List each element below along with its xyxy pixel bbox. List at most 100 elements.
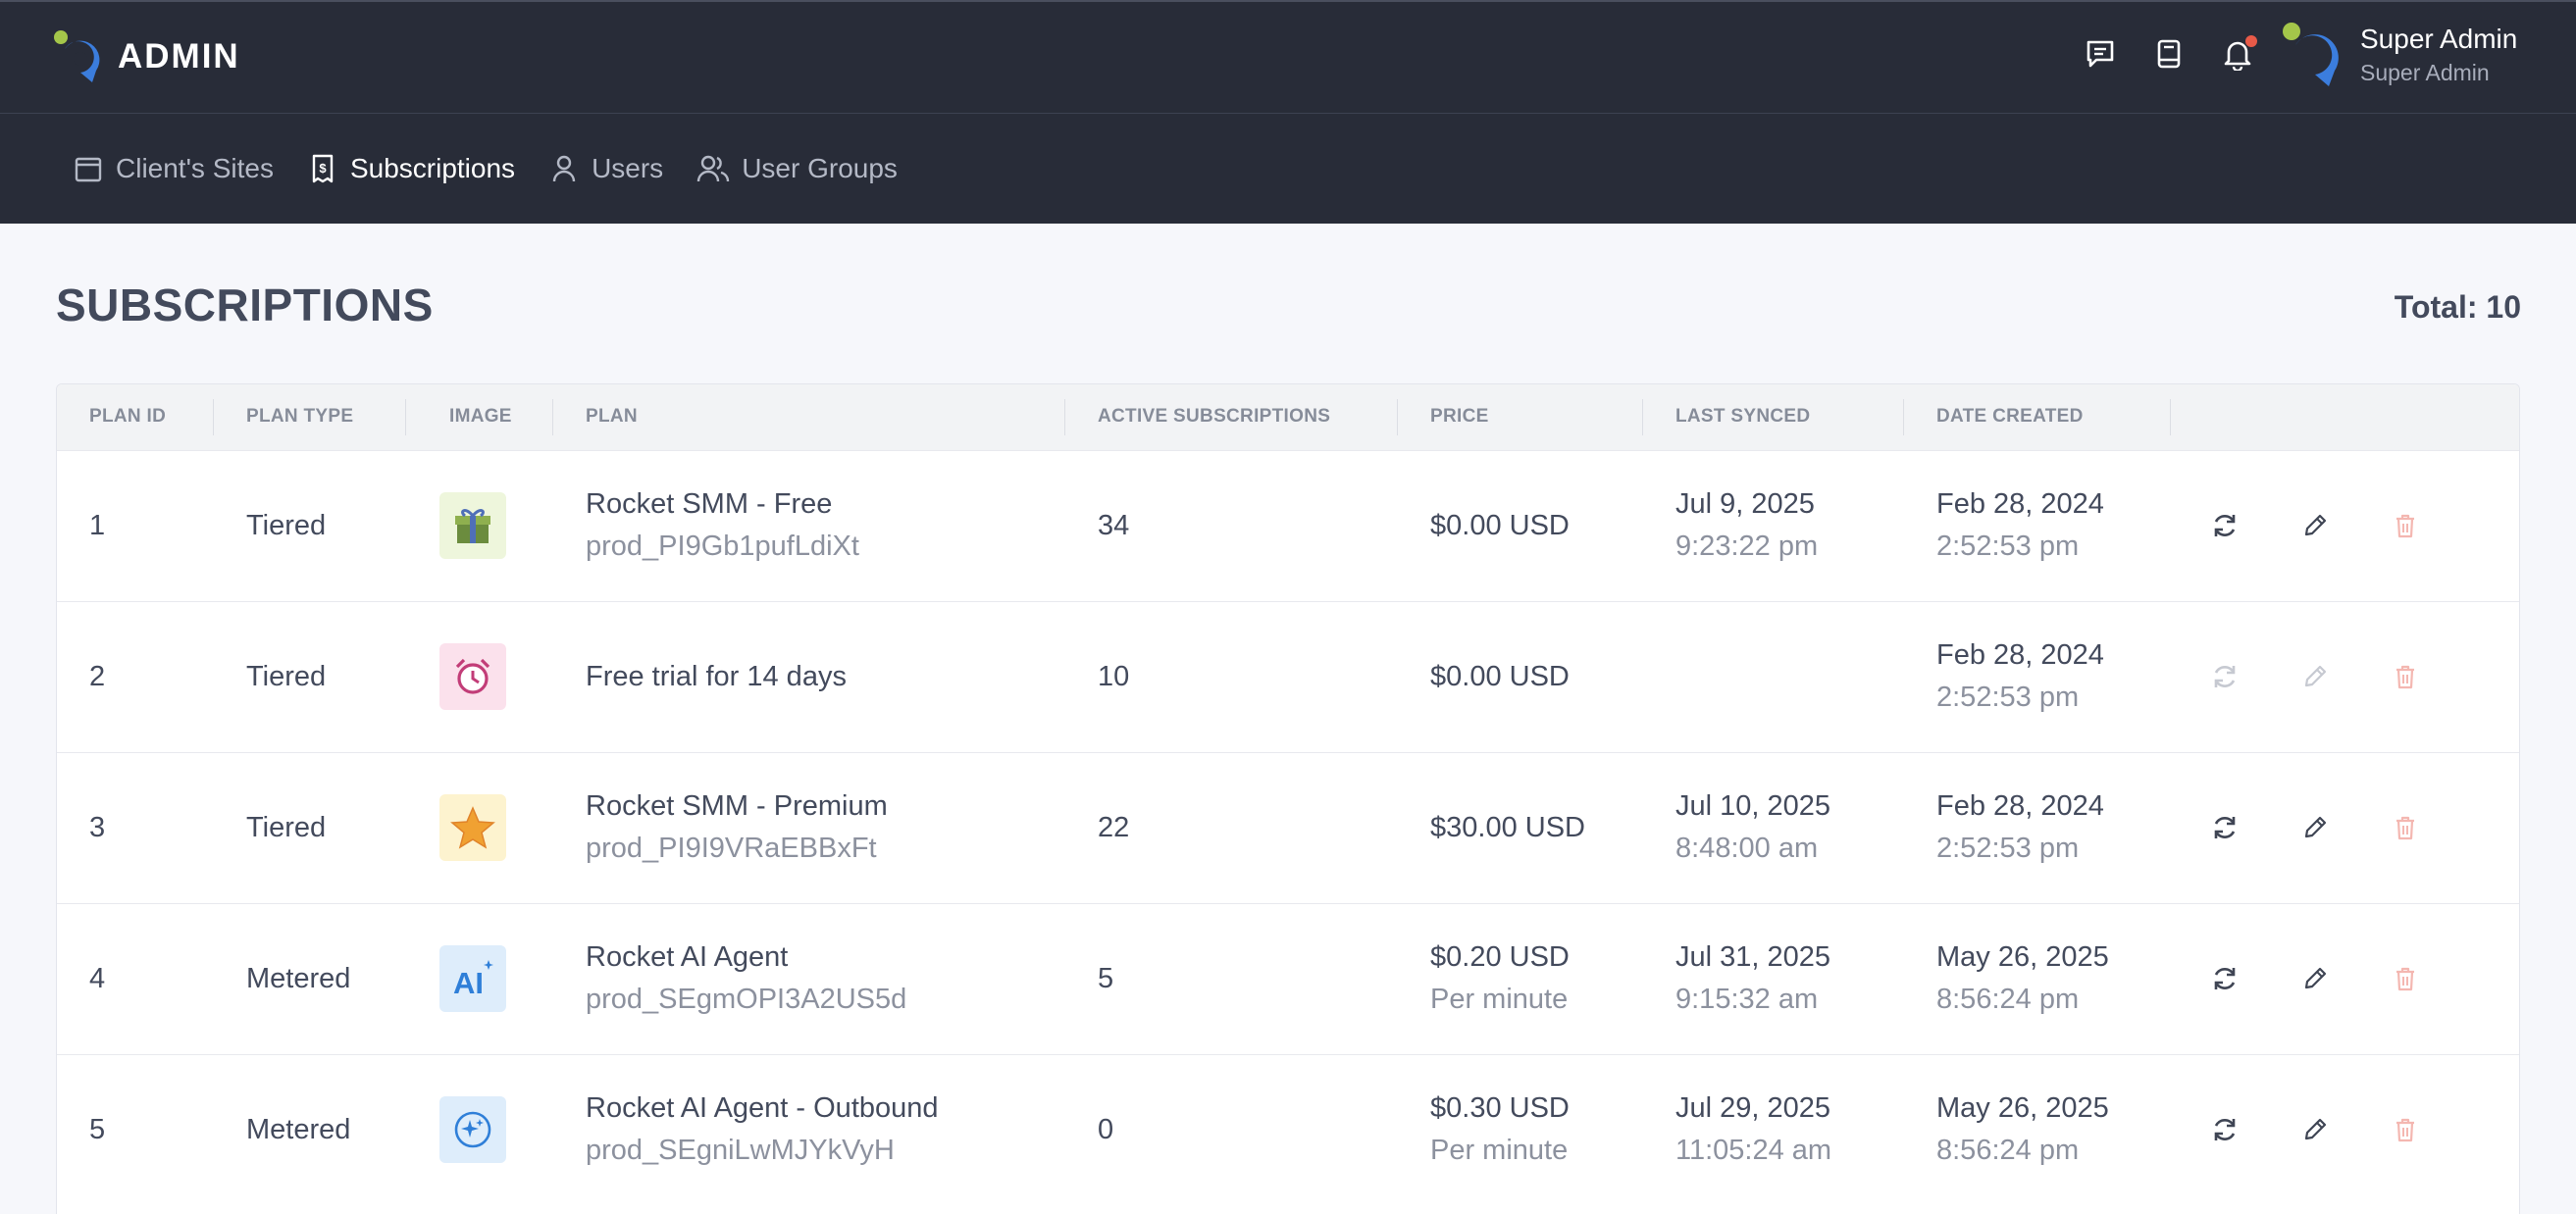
alarm-clock-icon [439, 643, 506, 710]
row-actions [2171, 450, 2519, 601]
plan-cell: Free trial for 14 days [553, 601, 1065, 752]
table-row[interactable]: 1 Tiered Rocket SMM - Free prod_PI9Gb1pufLd… [57, 450, 2519, 601]
edit-button[interactable] [2298, 811, 2332, 844]
row-actions [2171, 601, 2519, 752]
receipt-icon: $ [312, 154, 334, 183]
sync-button[interactable] [2208, 660, 2241, 693]
chat-icon[interactable] [2084, 37, 2117, 71]
product-id: prod_SEgniLwMJYkVyH [586, 1135, 895, 1167]
refresh-icon [2214, 515, 2236, 536]
delete-button[interactable] [2389, 509, 2422, 542]
price-unit: Per minute [1430, 1135, 1569, 1167]
bell-icon[interactable] [2221, 35, 2257, 73]
pencil-icon [2304, 967, 2327, 989]
user-role: Super Admin [2360, 60, 2490, 85]
plan-cell: Rocket SMM - Free prod_PI9Gb1pufLdiXt [553, 450, 1065, 601]
row-actions [2171, 1054, 2519, 1205]
created-date: Feb 28, 2024 [1936, 488, 2104, 520]
table-row[interactable]: 3 Tiered Rocket SMM - Premium prod_PI9I9VRa… [57, 752, 2519, 903]
created-time: 2:52:53 pm [1936, 531, 2080, 562]
edit-button[interactable] [2298, 962, 2332, 995]
synced-date: Jul 31, 2025 [1675, 941, 1831, 973]
refresh-icon [2214, 666, 2236, 687]
nav-label: Client's Sites [116, 153, 274, 183]
created-time: 2:52:53 pm [1936, 682, 2080, 713]
delete-button[interactable] [2389, 962, 2422, 995]
trash-icon [2396, 514, 2414, 538]
price-cell: $30.00 USD [1398, 752, 1643, 903]
sync-button[interactable] [2208, 962, 2241, 995]
plan-cell: Rocket SMM - Premium prod_PI9I9VRaEBBxFt [553, 752, 1065, 903]
table-header-row: PLAN ID PLAN TYPE IMAGE PLAN ACTIVE SUBS… [57, 384, 2519, 450]
table-row[interactable]: 5 Metered Rocket AI Agent - Outbound prod_S… [57, 1054, 2519, 1205]
refresh-icon [2214, 968, 2236, 989]
plan-type: Tiered [246, 509, 327, 541]
edit-button[interactable] [2298, 1113, 2332, 1146]
nav-item-user-groups[interactable]: User Groups [696, 153, 898, 184]
column-header[interactable]: ACTIVE SUBSCRIPTIONS [1065, 384, 1398, 450]
delete-button[interactable] [2389, 660, 2422, 693]
nav-item-clients-sites[interactable]: Client's Sites [73, 153, 274, 184]
table-row[interactable]: 4 Metered AI Rocket AI Agent prod_SEgmOPI3A2… [57, 903, 2519, 1054]
last-synced: Jul 10, 2025 8:48:00 am [1643, 752, 1904, 903]
edit-button[interactable] [2298, 660, 2332, 693]
delete-button[interactable] [2389, 811, 2422, 844]
calendar-icon [75, 157, 102, 182]
plan-name[interactable]: Rocket SMM - Premium [586, 790, 888, 822]
column-header[interactable]: LAST SYNCED [1643, 384, 1904, 450]
trash-icon [2396, 1119, 2414, 1142]
nav-item-subscriptions[interactable]: $ Subscriptions [307, 153, 515, 184]
nav-item-users[interactable]: Users [548, 153, 663, 184]
users-icon [696, 155, 730, 182]
delete-button[interactable] [2389, 1113, 2422, 1146]
pencil-icon [2304, 816, 2327, 838]
book-icon[interactable] [2152, 37, 2186, 71]
row-actions [2171, 903, 2519, 1054]
pencil-icon [2304, 514, 2327, 536]
synced-date: Jul 9, 2025 [1675, 488, 1815, 520]
main-nav: Client's Sites $ Subscriptions Users Use… [0, 113, 2576, 224]
price: $30.00 USD [1430, 811, 1585, 843]
column-header[interactable]: PRICE [1398, 384, 1643, 450]
column-header[interactable]: PLAN TYPE [214, 384, 406, 450]
plan-id: 5 [89, 1113, 106, 1145]
plan-name[interactable]: Rocket SMM - Free [586, 488, 833, 520]
plan-name[interactable]: Rocket AI Agent - Outbound [586, 1092, 939, 1125]
price: $0.20 USD [1430, 941, 1570, 973]
price-cell: $0.00 USD [1398, 601, 1643, 752]
column-header[interactable]: IMAGE [406, 384, 553, 450]
column-header-actions [2171, 384, 2519, 450]
product-id: prod_SEgmOPI3A2US5d [586, 984, 907, 1015]
page-title: SUBSCRIPTIONS [56, 279, 434, 330]
price-cell: $0.20 USD Per minute [1398, 903, 1643, 1054]
date-created: May 26, 2025 8:56:24 pm [1904, 1054, 2171, 1205]
column-header[interactable]: PLAN [553, 384, 1065, 450]
column-header[interactable]: DATE CREATED [1904, 384, 2171, 450]
active-subscriptions: 34 [1098, 509, 1130, 541]
sync-button[interactable] [2208, 509, 2241, 542]
sync-button[interactable] [2208, 811, 2241, 844]
synced-time: 8:48:00 am [1675, 833, 1819, 864]
column-header[interactable]: PLAN ID [57, 384, 214, 450]
created-time: 8:56:24 pm [1936, 1135, 2080, 1167]
nav-label: User Groups [742, 153, 898, 183]
created-time: 8:56:24 pm [1936, 984, 2080, 1015]
trash-icon [2396, 665, 2414, 689]
synced-date: Jul 10, 2025 [1675, 790, 1831, 822]
sync-button[interactable] [2208, 1113, 2241, 1146]
row-actions [2171, 752, 2519, 903]
plan-type: Metered [246, 1113, 351, 1145]
table-row[interactable]: 2 Tiered Free trial for 14 days 10 $0.00 USD… [57, 601, 2519, 752]
plan-name[interactable]: Rocket AI Agent [586, 941, 789, 973]
plan-image [406, 1054, 553, 1205]
synced-time: 9:15:32 am [1675, 984, 1819, 1015]
edit-button[interactable] [2298, 509, 2332, 542]
brand-logo[interactable]: ADMIN [53, 29, 240, 84]
user-menu[interactable]: Super Admin Super Admin [2282, 22, 2517, 88]
active-subscriptions: 22 [1098, 811, 1130, 843]
plan-name[interactable]: Free trial for 14 days [586, 660, 847, 692]
pencil-icon [2304, 1119, 2327, 1140]
date-created: Feb 28, 2024 2:52:53 pm [1904, 450, 2171, 601]
top-header: ADMIN Super Admin Super Admin [0, 0, 2576, 113]
last-synced: Jul 29, 2025 11:05:24 am [1643, 1054, 1904, 1205]
